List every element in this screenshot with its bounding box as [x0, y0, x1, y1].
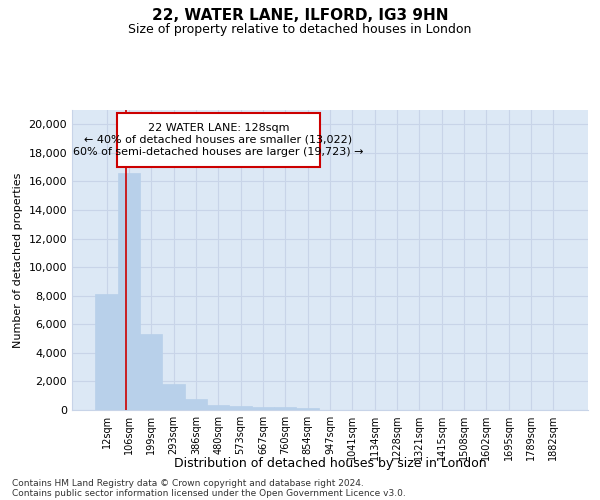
Bar — [229, 406, 252, 410]
Y-axis label: Number of detached properties: Number of detached properties — [13, 172, 23, 348]
Bar — [95, 294, 118, 410]
Text: Size of property relative to detached houses in London: Size of property relative to detached ho… — [128, 22, 472, 36]
Bar — [185, 400, 207, 410]
Bar — [274, 407, 296, 410]
Bar — [140, 334, 163, 410]
Bar — [163, 384, 185, 410]
Bar — [252, 407, 274, 410]
Bar — [207, 405, 229, 410]
Bar — [296, 408, 319, 410]
Text: 22, WATER LANE, ILFORD, IG3 9HN: 22, WATER LANE, ILFORD, IG3 9HN — [152, 8, 448, 22]
Bar — [118, 173, 140, 410]
Text: Contains HM Land Registry data © Crown copyright and database right 2024.: Contains HM Land Registry data © Crown c… — [12, 478, 364, 488]
Text: Distribution of detached houses by size in London: Distribution of detached houses by size … — [173, 457, 487, 470]
FancyBboxPatch shape — [116, 113, 320, 167]
Text: 22 WATER LANE: 128sqm
← 40% of detached houses are smaller (13,022)
60% of semi-: 22 WATER LANE: 128sqm ← 40% of detached … — [73, 124, 364, 156]
Text: Contains public sector information licensed under the Open Government Licence v3: Contains public sector information licen… — [12, 488, 406, 498]
